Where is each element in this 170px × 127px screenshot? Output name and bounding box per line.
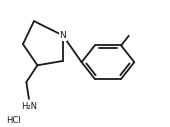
Text: HCl: HCl	[6, 116, 21, 125]
Text: N: N	[59, 31, 66, 40]
Text: H₂N: H₂N	[21, 102, 37, 111]
